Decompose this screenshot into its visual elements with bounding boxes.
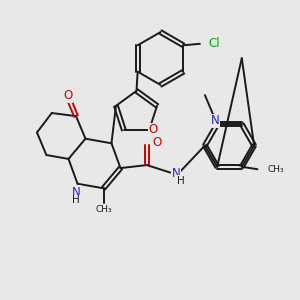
Text: O: O <box>63 89 72 102</box>
Text: O: O <box>152 136 161 149</box>
Text: N: N <box>172 167 181 180</box>
Text: H: H <box>177 176 185 186</box>
Text: CH₃: CH₃ <box>95 205 112 214</box>
Text: Cl: Cl <box>208 37 220 50</box>
Text: H: H <box>72 195 80 205</box>
Text: N: N <box>210 114 219 127</box>
Text: O: O <box>148 124 158 136</box>
Text: CH₃: CH₃ <box>267 165 284 174</box>
Text: N: N <box>72 186 80 199</box>
